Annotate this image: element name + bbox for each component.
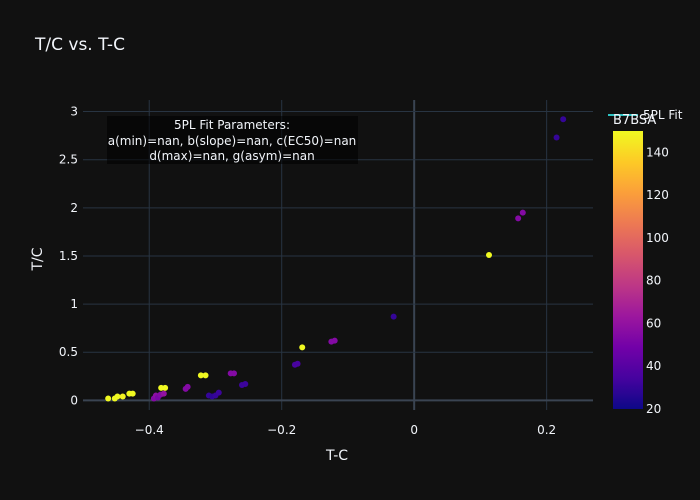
colorbar-tick-label: 140 [646,145,669,159]
data-points [105,116,567,402]
data-point[interactable] [162,384,169,391]
data-point[interactable] [202,372,209,379]
colorbar-tick-label: 20 [646,402,661,416]
data-point[interactable] [560,116,567,123]
annotation-line-1: 5PL Fit Parameters: [174,118,290,132]
data-point[interactable] [215,389,222,396]
colorbar-tick-label: 60 [646,316,661,330]
y-axis-title: T/C [30,247,46,271]
data-point[interactable] [519,209,526,216]
x-tick-label: 0.2 [537,423,556,437]
data-point[interactable] [197,372,204,379]
data-point[interactable] [294,360,301,367]
y-tick-label: 2 [70,201,78,215]
colorbar-title: B7BSA [613,113,656,128]
y-tick-labels: 0 0.5 1 1.5 2 2.5 3 [59,105,78,408]
data-point[interactable] [114,393,121,400]
colorbar-tick-labels: 20 40 60 80 100 120 140 [646,145,669,416]
annotation-line-2: a(min)=nan, b(slope)=nan, c(EC50)=nan [108,134,357,148]
y-tick-label: 3 [70,105,78,119]
data-point[interactable] [553,134,560,141]
data-point[interactable] [119,393,126,400]
colorbar-tick-label: 100 [646,231,669,245]
x-tick-labels: −0.4 −0.2 0 0.2 [135,423,557,437]
data-point[interactable] [231,370,238,377]
x-tick-label: −0.4 [135,423,164,437]
y-tick-label: 1 [70,297,78,311]
data-point[interactable] [160,390,167,397]
legend-label-5pl-fit[interactable]: 5PL Fit [643,108,683,122]
x-tick-label: 0 [410,423,418,437]
data-point[interactable] [105,395,112,402]
colorbar-tick-label: 40 [646,359,661,373]
data-point[interactable] [184,383,191,390]
data-point[interactable] [331,337,338,344]
y-tick-label: 0 [70,393,78,407]
colorbar-tick-label: 80 [646,274,661,288]
colorbar-tick-label: 120 [646,188,669,202]
data-point[interactable] [299,344,306,351]
data-point[interactable] [515,215,522,222]
data-point[interactable] [129,390,136,397]
annotation-line-3: d(max)=nan, g(asym)=nan [149,149,314,163]
chart-title: T/C vs. T-C [34,35,125,55]
y-tick-label: 2.5 [59,153,78,167]
data-point[interactable] [486,252,493,258]
y-tick-label: 0.5 [59,345,78,359]
x-axis-title: T-C [325,448,348,464]
x-tick-label: −0.2 [267,423,296,437]
data-point[interactable] [390,313,397,320]
y-tick-label: 1.5 [59,249,78,263]
annotation-box [107,116,358,164]
data-point[interactable] [242,381,249,388]
colorbar [613,131,643,409]
